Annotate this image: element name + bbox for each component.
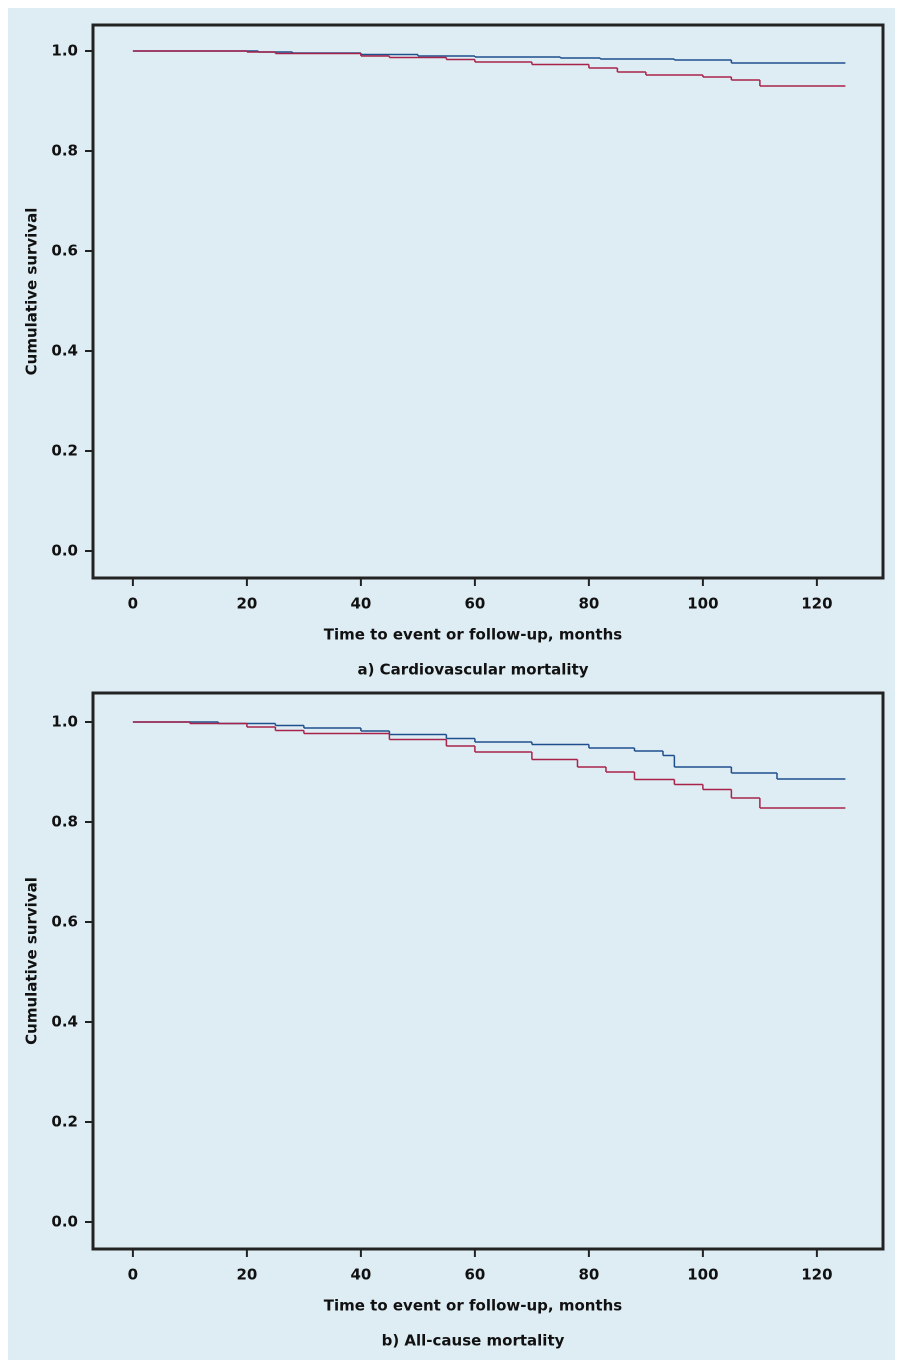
x-axis-label: Time to event or follow-up, months: [324, 626, 623, 644]
x-tick-label: 100: [687, 595, 718, 613]
y-axis-label: Cumulative survival: [23, 877, 41, 1045]
chart-title: a) Cardiovascular mortality: [357, 661, 588, 679]
y-tick-label: 0.8: [51, 142, 78, 160]
y-tick-label: 1.0: [51, 713, 78, 731]
x-tick-label: 60: [464, 595, 485, 613]
y-tick-label: 0.0: [51, 542, 78, 560]
x-tick-label: 100: [687, 1266, 718, 1284]
y-tick-label: 0.4: [51, 342, 78, 360]
y-tick-label: 0.8: [51, 813, 78, 831]
x-tick-label: 80: [578, 1266, 599, 1284]
y-tick-label: 0.2: [51, 1113, 78, 1131]
y-tick-label: 0.6: [51, 242, 78, 260]
y-axis-label: Cumulative survival: [23, 208, 41, 376]
x-tick-label: 120: [801, 1266, 832, 1284]
x-tick-label: 60: [464, 1266, 485, 1284]
x-tick-label: 0: [128, 1266, 138, 1284]
x-tick-label: 20: [236, 1266, 257, 1284]
x-tick-label: 120: [801, 595, 832, 613]
y-tick-label: 0.6: [51, 913, 78, 931]
plot-area: [91, 23, 885, 580]
y-tick-label: 0.4: [51, 1013, 78, 1031]
chart-title: b) All-cause mortality: [382, 1332, 565, 1350]
x-tick-label: 40: [350, 595, 371, 613]
x-axis-label: Time to event or follow-up, months: [324, 1297, 623, 1315]
y-tick-label: 0.2: [51, 442, 78, 460]
y-tick-label: 1.0: [51, 42, 78, 60]
plot-area: [91, 691, 885, 1251]
x-tick-label: 40: [350, 1266, 371, 1284]
x-tick-label: 80: [578, 595, 599, 613]
x-tick-label: 20: [236, 595, 257, 613]
background: [8, 8, 895, 1360]
x-tick-label: 0: [128, 595, 138, 613]
y-tick-label: 0.0: [51, 1213, 78, 1231]
